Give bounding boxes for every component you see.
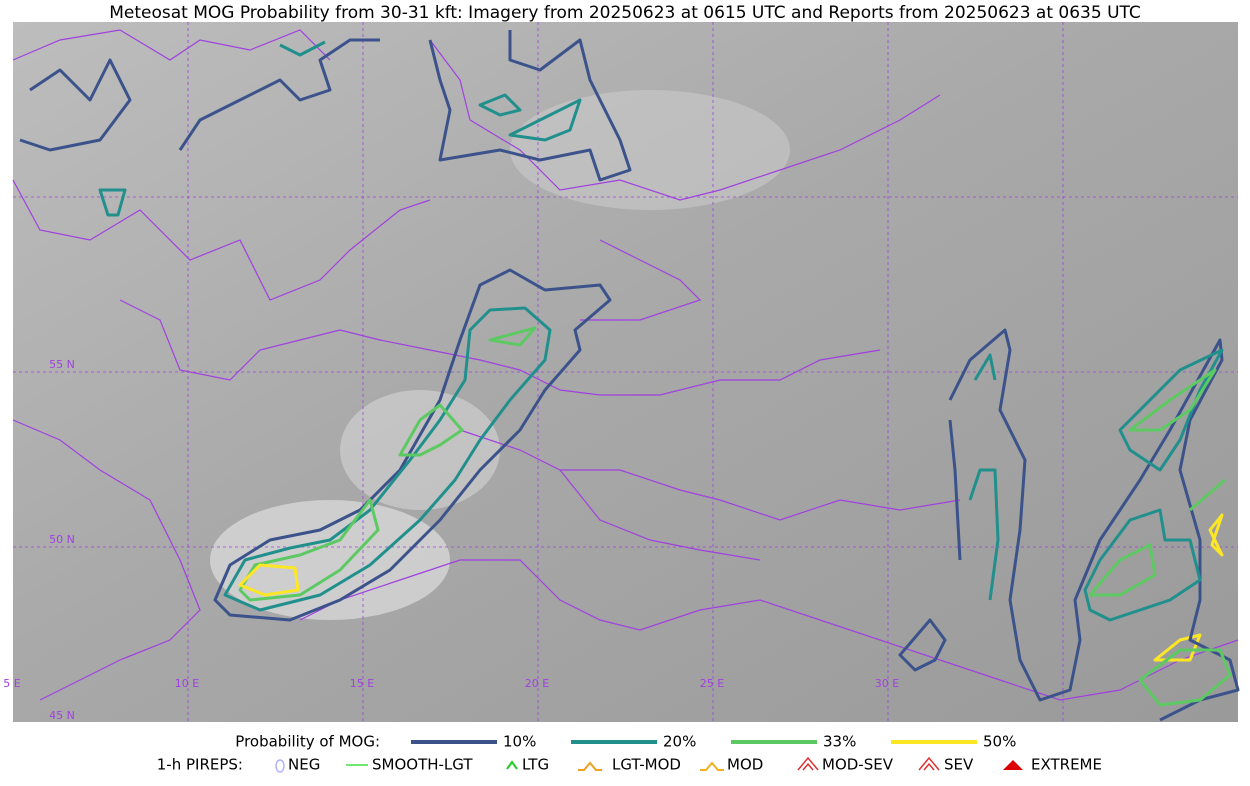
pirep-icon xyxy=(918,756,940,771)
lon-label: 5 E xyxy=(3,677,20,690)
legend: Probability of MOG: 1-h PIREPS: 10% 20% 33… xyxy=(157,733,1102,774)
pirep-icon xyxy=(1003,760,1023,770)
lat-label: 50 N xyxy=(49,533,75,546)
legend-title: Probability of MOG: xyxy=(235,733,380,751)
lon-label: 10 E xyxy=(175,677,199,690)
contour-20 xyxy=(223,306,552,612)
legend-label: SEV xyxy=(944,756,974,774)
contour-10 xyxy=(19,38,947,672)
legend-label: 50% xyxy=(983,733,1016,751)
contour-10 xyxy=(948,328,1240,722)
legend-label: SMOOTH-LGT xyxy=(372,756,473,774)
pirep-icon-part xyxy=(275,759,285,773)
legend-label: MOD xyxy=(727,756,763,774)
cloud xyxy=(510,90,790,210)
cloud xyxy=(210,500,450,620)
cloud xyxy=(340,390,500,510)
pirep-icon-part xyxy=(918,756,940,771)
pirep-icon-part xyxy=(797,756,819,771)
contour-10 xyxy=(428,30,632,182)
contour-33 xyxy=(238,326,537,602)
legend-title: 1-h PIREPS: xyxy=(157,756,243,774)
pirep-icon-part xyxy=(700,761,724,771)
lon-label: 20 E xyxy=(525,677,549,690)
lon-label: 15 E xyxy=(350,677,374,690)
pirep-icon xyxy=(797,756,819,771)
lat-label: 45 N xyxy=(49,709,75,722)
lon-label: 25 E xyxy=(700,677,724,690)
title: Meteosat MOG Probability from 30-31 kft:… xyxy=(109,3,1141,23)
map: 55 N 50 N 45 N 5 E 10 E 15 E 20 E 25 E 3… xyxy=(3,22,1240,722)
lat-label: 55 N xyxy=(49,358,75,371)
pirep-icon-part xyxy=(506,760,518,770)
contour-33 xyxy=(1088,368,1232,707)
legend-label: LGT-MOD xyxy=(612,756,681,774)
lon-label: 30 E xyxy=(875,677,899,690)
lon-labels: 5 E 10 E 15 E 20 E 25 E 30 E xyxy=(3,677,899,690)
coastline xyxy=(12,29,431,301)
contour-20 xyxy=(98,40,582,217)
legend-label: NEG xyxy=(288,756,320,774)
pirep-icon-part xyxy=(578,761,602,771)
pirep-icon xyxy=(700,761,724,771)
contours xyxy=(19,30,1240,722)
lat-labels: 55 N 50 N 45 N xyxy=(49,358,75,722)
legend-label: EXTREME xyxy=(1031,756,1102,774)
border xyxy=(12,419,1001,701)
legend-label: 33% xyxy=(823,733,856,751)
coastline xyxy=(429,39,941,321)
contour-20 xyxy=(968,348,1224,622)
contour-10 xyxy=(213,268,612,622)
pirep-icon xyxy=(275,759,285,773)
legend-label: 10% xyxy=(503,733,536,751)
pirep-icon xyxy=(506,760,518,770)
graticule xyxy=(13,22,1238,722)
coastline xyxy=(999,639,1239,701)
coastlines xyxy=(12,29,1239,701)
legend-label: 20% xyxy=(663,733,696,751)
legend-label: MOD-SEV xyxy=(822,756,894,774)
legend-label: LTG xyxy=(522,756,549,774)
contour-50 xyxy=(238,513,1224,662)
pirep-icon xyxy=(578,761,602,771)
border xyxy=(459,429,961,561)
pirep-icon-part xyxy=(1003,760,1023,770)
